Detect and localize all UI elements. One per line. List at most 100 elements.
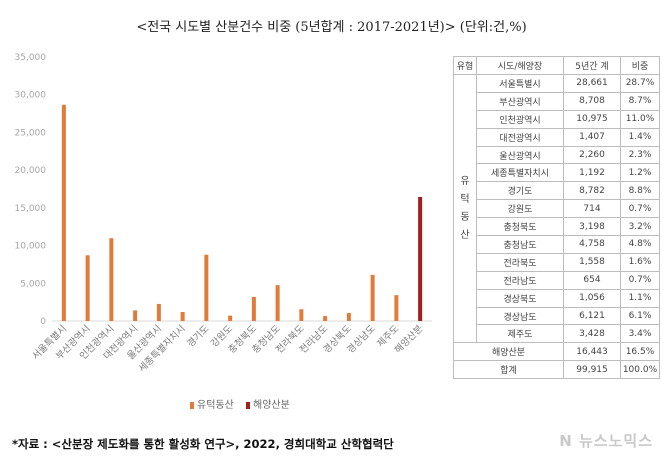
bar-16 [418,196,423,321]
bar-3 [109,238,114,321]
ratio-cell: 2.3% [620,145,660,165]
total-row-label: 합계 [453,360,564,380]
region-cell: 경기도 [476,181,564,201]
y-tick-label: 5,000 [20,279,46,289]
ratio-cell: 1.6% [620,252,660,272]
header-region: 시도/해양장 [476,56,564,75]
region-cell: 충청남도 [476,235,564,254]
y-tick-label: 30,000 [15,91,47,101]
bar-14 [370,274,375,321]
chart-title: <전국 시도별 산분건수 비중 (5년합계 : 2017-2021년)> (단위… [136,20,527,35]
region-cell: 경상남도 [476,306,564,326]
bar-12 [323,316,328,321]
table-row: 충청북도 3,198 3.2% [454,217,660,237]
sea-row-label: 해양산분 [453,342,564,362]
ratio-cell: 0.7% [620,199,660,219]
bar-13 [346,313,351,321]
table-row: 경상북도 1,056 1.1% [454,288,660,308]
region-cell: 전라북도 [476,252,564,272]
bar-chart: 0 5,000 10,000 15,000 20,000 25,000 30,000 35,0… [15,53,432,411]
y-tick-label: 0 [40,317,46,327]
stats-table-wrapper: 유형 시도/해양장 5년간 계 비중 유 턱 동 산 서울특별시 28,661 28.7% 부… [453,56,660,380]
ratio-cell: 1.2% [620,163,660,183]
ratio-cell: 8.7% [620,91,660,111]
ratio-cell: 11.0% [620,109,660,129]
table-row: 대전광역시 1,407 1.4% [454,127,660,147]
table-row: 전라남도 654 0.7% [454,270,660,290]
table-row: 세종특별자치시 1,192 1.2% [454,163,660,183]
bar-4 [133,310,138,321]
count-cell: 3,198 [563,217,621,237]
y-tick-label: 25,000 [15,128,47,138]
table-header-row: 유형 시도/해양장 5년간 계 비중 [453,56,660,75]
ratio-cell: 0.7% [620,270,660,290]
region-cell: 인천광역시 [476,109,564,129]
count-cell: 2,260 [563,145,621,165]
x-axis-labels: 서울특별시부산광역시인천광역시대전광역시울산광역시세종특별자치시경기도강원도충청… [30,322,425,374]
ratio-cell: 4.8% [620,235,660,254]
bars [61,104,423,321]
ratio-cell: 100.0% [620,360,660,380]
bar-11 [299,309,304,321]
table-row: 울산광역시 2,260 2.3% [454,145,660,165]
count-cell: 10,975 [563,109,621,129]
header-ratio: 비중 [620,56,660,75]
region-cell: 전라남도 [476,270,564,290]
total-row: 합계 99,915 100.0% [453,360,660,380]
source-note: *자료 : <산분장 제도화를 통한 활성화 연구>, 2022, 경희대학교 … [12,437,394,451]
table-row: 충청남도 4,758 4.8% [454,235,660,254]
legend-swatch [190,402,194,409]
count-cell: 714 [563,199,621,219]
watermark-logo: N 뉴스노믹스 [559,432,653,450]
bar-2 [85,255,90,321]
region-cell: 경상북도 [476,288,564,308]
region-cell: 세종특별자치시 [476,163,564,183]
ratio-cell: 8.8% [620,181,660,201]
bar-7 [204,254,209,321]
ratio-cell: 3.2% [620,217,660,237]
count-cell: 4,758 [563,235,621,254]
legend-label: 해양산분 [253,398,290,411]
y-tick-label: 10,000 [15,242,47,252]
table-row: 전라북도 1,558 1.6% [454,252,660,272]
table-row: 경기도 8,782 8.8% [454,181,660,201]
count-cell: 1,192 [563,163,621,183]
ratio-cell: 3.4% [620,324,660,344]
count-cell: 1,558 [563,252,621,272]
ratio-cell: 1.4% [620,127,660,147]
table-row: 유 턱 동 산 서울특별시 28,661 28.7% [453,73,660,344]
count-cell: 16,443 [563,342,621,362]
x-tick-label: 경기도 [184,322,211,349]
sea-row: 해양산분 16,443 16.5% [453,342,660,362]
bar-15 [394,295,399,321]
region-cell: 부산광역시 [476,91,564,111]
ratio-cell: 1.1% [620,288,660,308]
count-cell: 3,428 [563,324,621,344]
bar-1 [61,104,66,321]
bar-9 [251,296,256,321]
count-cell: 28,661 [563,74,621,93]
region-cell: 충청북도 [476,217,564,237]
table-row: 경상남도 6,121 6.1% [454,306,660,326]
y-axis: 0 5,000 10,000 15,000 20,000 25,000 30,000 35,0… [15,53,47,327]
count-cell: 8,708 [563,91,621,111]
table-row: 강원도 714 0.7% [454,199,660,219]
count-cell: 654 [563,270,621,290]
legend-label: 유턱동산 [197,399,234,411]
ratio-cell: 16.5% [620,342,660,362]
region-cell: 울산광역시 [476,145,564,165]
y-tick-label: 15,000 [15,204,47,214]
legend-swatch [246,402,250,409]
count-cell: 1,407 [563,127,621,147]
legend: 유턱동산 해양산분 [190,398,290,411]
count-cell: 6,121 [563,306,621,326]
stats-table: 유형 시도/해양장 5년간 계 비중 유 턱 동 산 서울특별시 28,661 28.7% 부… [453,56,660,380]
bar-8 [228,315,233,321]
bar-5 [156,303,161,321]
table-body: 유 턱 동 산 서울특별시 28,661 28.7% 부산광역시 8,708 8.7% 인천광역시 1… [453,73,660,380]
header-count: 5년간 계 [563,56,621,75]
table-row: 제주도 3,428 3.4% [454,324,660,344]
y-tick-label: 20,000 [15,166,47,176]
ratio-cell: 6.1% [620,306,660,326]
